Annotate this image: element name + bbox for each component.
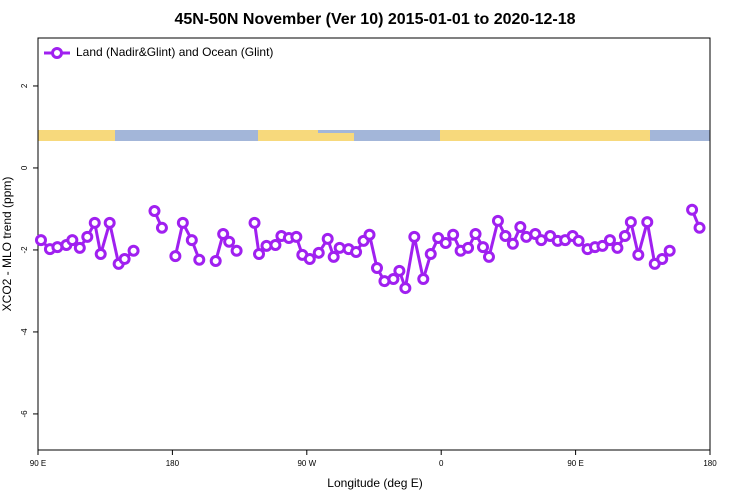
data-point	[462, 241, 475, 254]
data-point	[66, 234, 79, 247]
data-point	[321, 232, 334, 245]
data-point	[656, 252, 669, 265]
x-tick-label: 180	[166, 459, 180, 468]
data-point	[663, 244, 676, 257]
legend-marker	[51, 47, 63, 59]
data-point	[686, 203, 699, 216]
data-point	[94, 248, 107, 261]
data-point	[603, 234, 616, 247]
y-tick-label: 2	[20, 83, 29, 88]
data-point	[491, 214, 504, 227]
data-point	[624, 216, 637, 229]
legend: Land (Nadir&Glint) and Ocean (Glint)	[44, 45, 273, 59]
data-point	[73, 241, 86, 254]
data-point	[223, 235, 236, 248]
map-strip	[38, 130, 710, 141]
data-point	[514, 220, 527, 233]
data-point	[209, 255, 222, 268]
data-point	[469, 227, 482, 240]
y-tick-label: 0	[20, 165, 29, 170]
data-point	[118, 252, 131, 265]
data-point	[477, 241, 490, 254]
data-point	[618, 230, 631, 243]
data-point	[350, 245, 363, 258]
data-point	[408, 230, 421, 243]
data-point	[363, 228, 376, 241]
data-point	[148, 204, 161, 217]
data-point	[693, 221, 706, 234]
data-point	[611, 241, 624, 254]
data-point	[572, 234, 585, 247]
data-point	[387, 273, 400, 286]
data-point	[253, 248, 266, 261]
y-tick-label: -4	[20, 328, 29, 336]
data-point	[327, 250, 340, 263]
data-point	[399, 282, 412, 295]
data-point	[303, 252, 316, 265]
data-point	[506, 237, 519, 250]
data-point	[217, 227, 230, 240]
data-point	[103, 216, 116, 229]
data-point	[482, 250, 495, 263]
data-point	[88, 216, 101, 229]
data-point	[312, 246, 325, 259]
data-point	[417, 273, 430, 286]
x-tick-label: 0	[439, 459, 444, 468]
data-point	[269, 239, 282, 252]
y-axis-label: XCO2 - MLO trend (ppm)	[0, 177, 14, 312]
data-point	[81, 230, 94, 243]
data-point	[596, 239, 609, 252]
chart-title: 45N-50N November (Ver 10) 2015-01-01 to …	[174, 11, 575, 28]
x-tick-label: 180	[703, 459, 717, 468]
data-point	[230, 244, 243, 257]
data-point	[370, 261, 383, 274]
data-point	[641, 216, 654, 229]
data-point	[439, 236, 452, 249]
data-point	[127, 244, 140, 257]
data-point	[632, 248, 645, 261]
x-tick-label: 90 E	[567, 459, 583, 468]
x-axis-label: Longitude (deg E)	[327, 476, 422, 490]
data-point	[424, 248, 437, 261]
data-point	[499, 230, 512, 243]
data-point	[193, 253, 206, 266]
data-point	[185, 234, 198, 247]
data-point	[290, 230, 303, 243]
data-point	[155, 221, 168, 234]
y-tick-label: -6	[20, 410, 29, 418]
data-point	[248, 216, 261, 229]
data-point	[34, 234, 47, 247]
x-tick-label: 90 W	[297, 459, 316, 468]
data-point	[447, 228, 460, 241]
y-tick-label: -2	[20, 246, 29, 254]
data-point	[176, 216, 189, 229]
data-point	[169, 250, 182, 263]
legend-label: Land (Nadir&Glint) and Ocean (Glint)	[76, 45, 273, 59]
data-point	[535, 234, 548, 247]
data-point	[393, 264, 406, 277]
x-tick-label: 90 E	[30, 459, 46, 468]
